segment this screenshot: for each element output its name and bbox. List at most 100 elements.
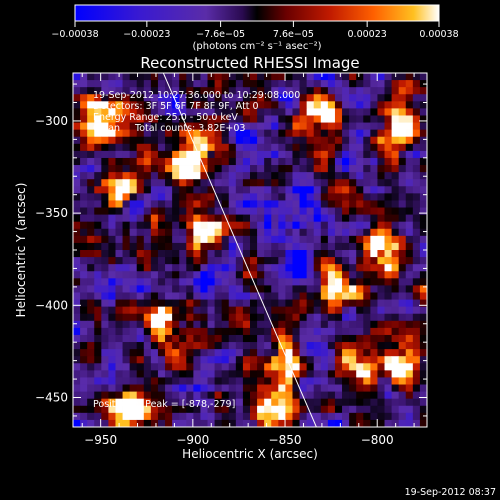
heatmap-cell [384, 278, 392, 286]
heatmap-cell [172, 87, 180, 95]
heatmap-cell [398, 172, 407, 180]
heatmap-cell [257, 412, 265, 421]
heatmap-cell [101, 157, 109, 166]
heatmap-cell [398, 370, 407, 378]
heatmap-cell [391, 412, 400, 421]
heatmap-cell [214, 264, 223, 272]
heatmap-cell [108, 398, 116, 407]
heatmap-cell [320, 150, 329, 159]
heatmap-cell [172, 101, 180, 109]
heatmap-cell [292, 242, 300, 251]
heatmap-cell [349, 334, 357, 343]
heatmap-cell [278, 108, 286, 116]
heatmap-cell [412, 264, 421, 272]
heatmap-cell [157, 313, 166, 322]
heatmap-cell [356, 214, 364, 223]
heatmap-cell [327, 179, 336, 187]
heatmap-cell [285, 398, 293, 407]
heatmap-cell [207, 250, 215, 258]
heatmap-cell [94, 370, 102, 378]
heatmap-cell [398, 264, 407, 272]
heatmap-cell [122, 377, 131, 385]
heatmap-cell [334, 235, 343, 244]
heatmap-cell [377, 200, 385, 208]
heatmap-cell [87, 299, 95, 308]
heatmap-cell [384, 157, 392, 166]
heatmap-cell [285, 285, 293, 293]
heatmap-cell [172, 172, 180, 180]
heatmap-cell [405, 73, 414, 81]
heatmap-cell [193, 349, 201, 357]
heatmap-cell [306, 165, 315, 173]
heatmap-cell [108, 94, 116, 102]
heatmap-cell [94, 271, 102, 279]
heatmap-cell [271, 87, 279, 95]
heatmap-cell [363, 242, 371, 251]
heatmap-cell [419, 285, 427, 293]
heatmap-cell [370, 108, 378, 116]
heatmap-cell [356, 405, 364, 414]
heatmap-cell [143, 306, 152, 315]
heatmap-cell [122, 242, 131, 251]
heatmap-cell [122, 327, 131, 336]
heatmap-cell [320, 278, 329, 286]
heatmap-cell [292, 334, 300, 343]
heatmap-cell [101, 73, 109, 81]
heatmap-cell [313, 356, 322, 364]
heatmap-cell [150, 242, 159, 251]
heatmap-cell [143, 228, 152, 237]
heatmap-cell [271, 299, 279, 308]
heatmap-cell [313, 377, 322, 385]
heatmap-cell [101, 250, 109, 258]
heatmap-cell [327, 250, 336, 258]
heatmap-cell [292, 285, 300, 293]
heatmap-cell [370, 101, 378, 109]
heatmap-cell [320, 370, 329, 378]
heatmap-cell [157, 342, 166, 350]
heatmap-cell [356, 228, 364, 237]
heatmap-cell [186, 405, 194, 414]
heatmap-cell [377, 419, 385, 427]
heatmap-cell [94, 250, 102, 258]
heatmap-cell [87, 349, 95, 357]
heatmap-cell [87, 242, 95, 251]
heatmap-cell [306, 405, 315, 414]
heatmap-cell [405, 257, 414, 265]
heatmap-cell [363, 342, 371, 350]
heatmap-cell [235, 150, 244, 159]
heatmap-cell [363, 101, 371, 109]
heatmap-cell [136, 419, 145, 427]
heatmap-cell [165, 342, 173, 350]
heatmap-cell [221, 278, 230, 286]
heatmap-cell [419, 384, 427, 392]
heatmap-cell [214, 356, 223, 364]
heatmap-cell [193, 271, 201, 279]
heatmap-cell [165, 405, 173, 414]
heatmap-cell [186, 264, 194, 272]
heatmap-cell [179, 221, 187, 230]
heatmap-cell [363, 419, 371, 427]
heatmap-cell [285, 278, 293, 286]
heatmap-cell [250, 157, 258, 166]
heatmap-cell [172, 405, 180, 414]
heatmap-cell [115, 377, 123, 385]
heatmap-cell [271, 193, 279, 201]
heatmap-cell [412, 257, 421, 265]
heatmap-cell [334, 193, 343, 201]
heatmap-cell [108, 80, 116, 88]
heatmap-cell [207, 150, 215, 159]
heatmap-cell [186, 363, 194, 371]
heatmap-cell [370, 342, 378, 350]
heatmap-cell [101, 384, 109, 392]
heatmap-cell [285, 363, 293, 371]
heatmap-cell [87, 377, 95, 385]
heatmap-cell [320, 257, 329, 265]
heatmap-cell [165, 80, 173, 88]
heatmap-cell [398, 115, 407, 123]
heatmap-cell [221, 200, 230, 208]
heatmap-cell [172, 221, 180, 230]
heatmap-cell [271, 264, 279, 272]
heatmap-cell [398, 108, 407, 116]
heatmap-cell [412, 391, 421, 400]
heatmap-cell [285, 200, 293, 208]
